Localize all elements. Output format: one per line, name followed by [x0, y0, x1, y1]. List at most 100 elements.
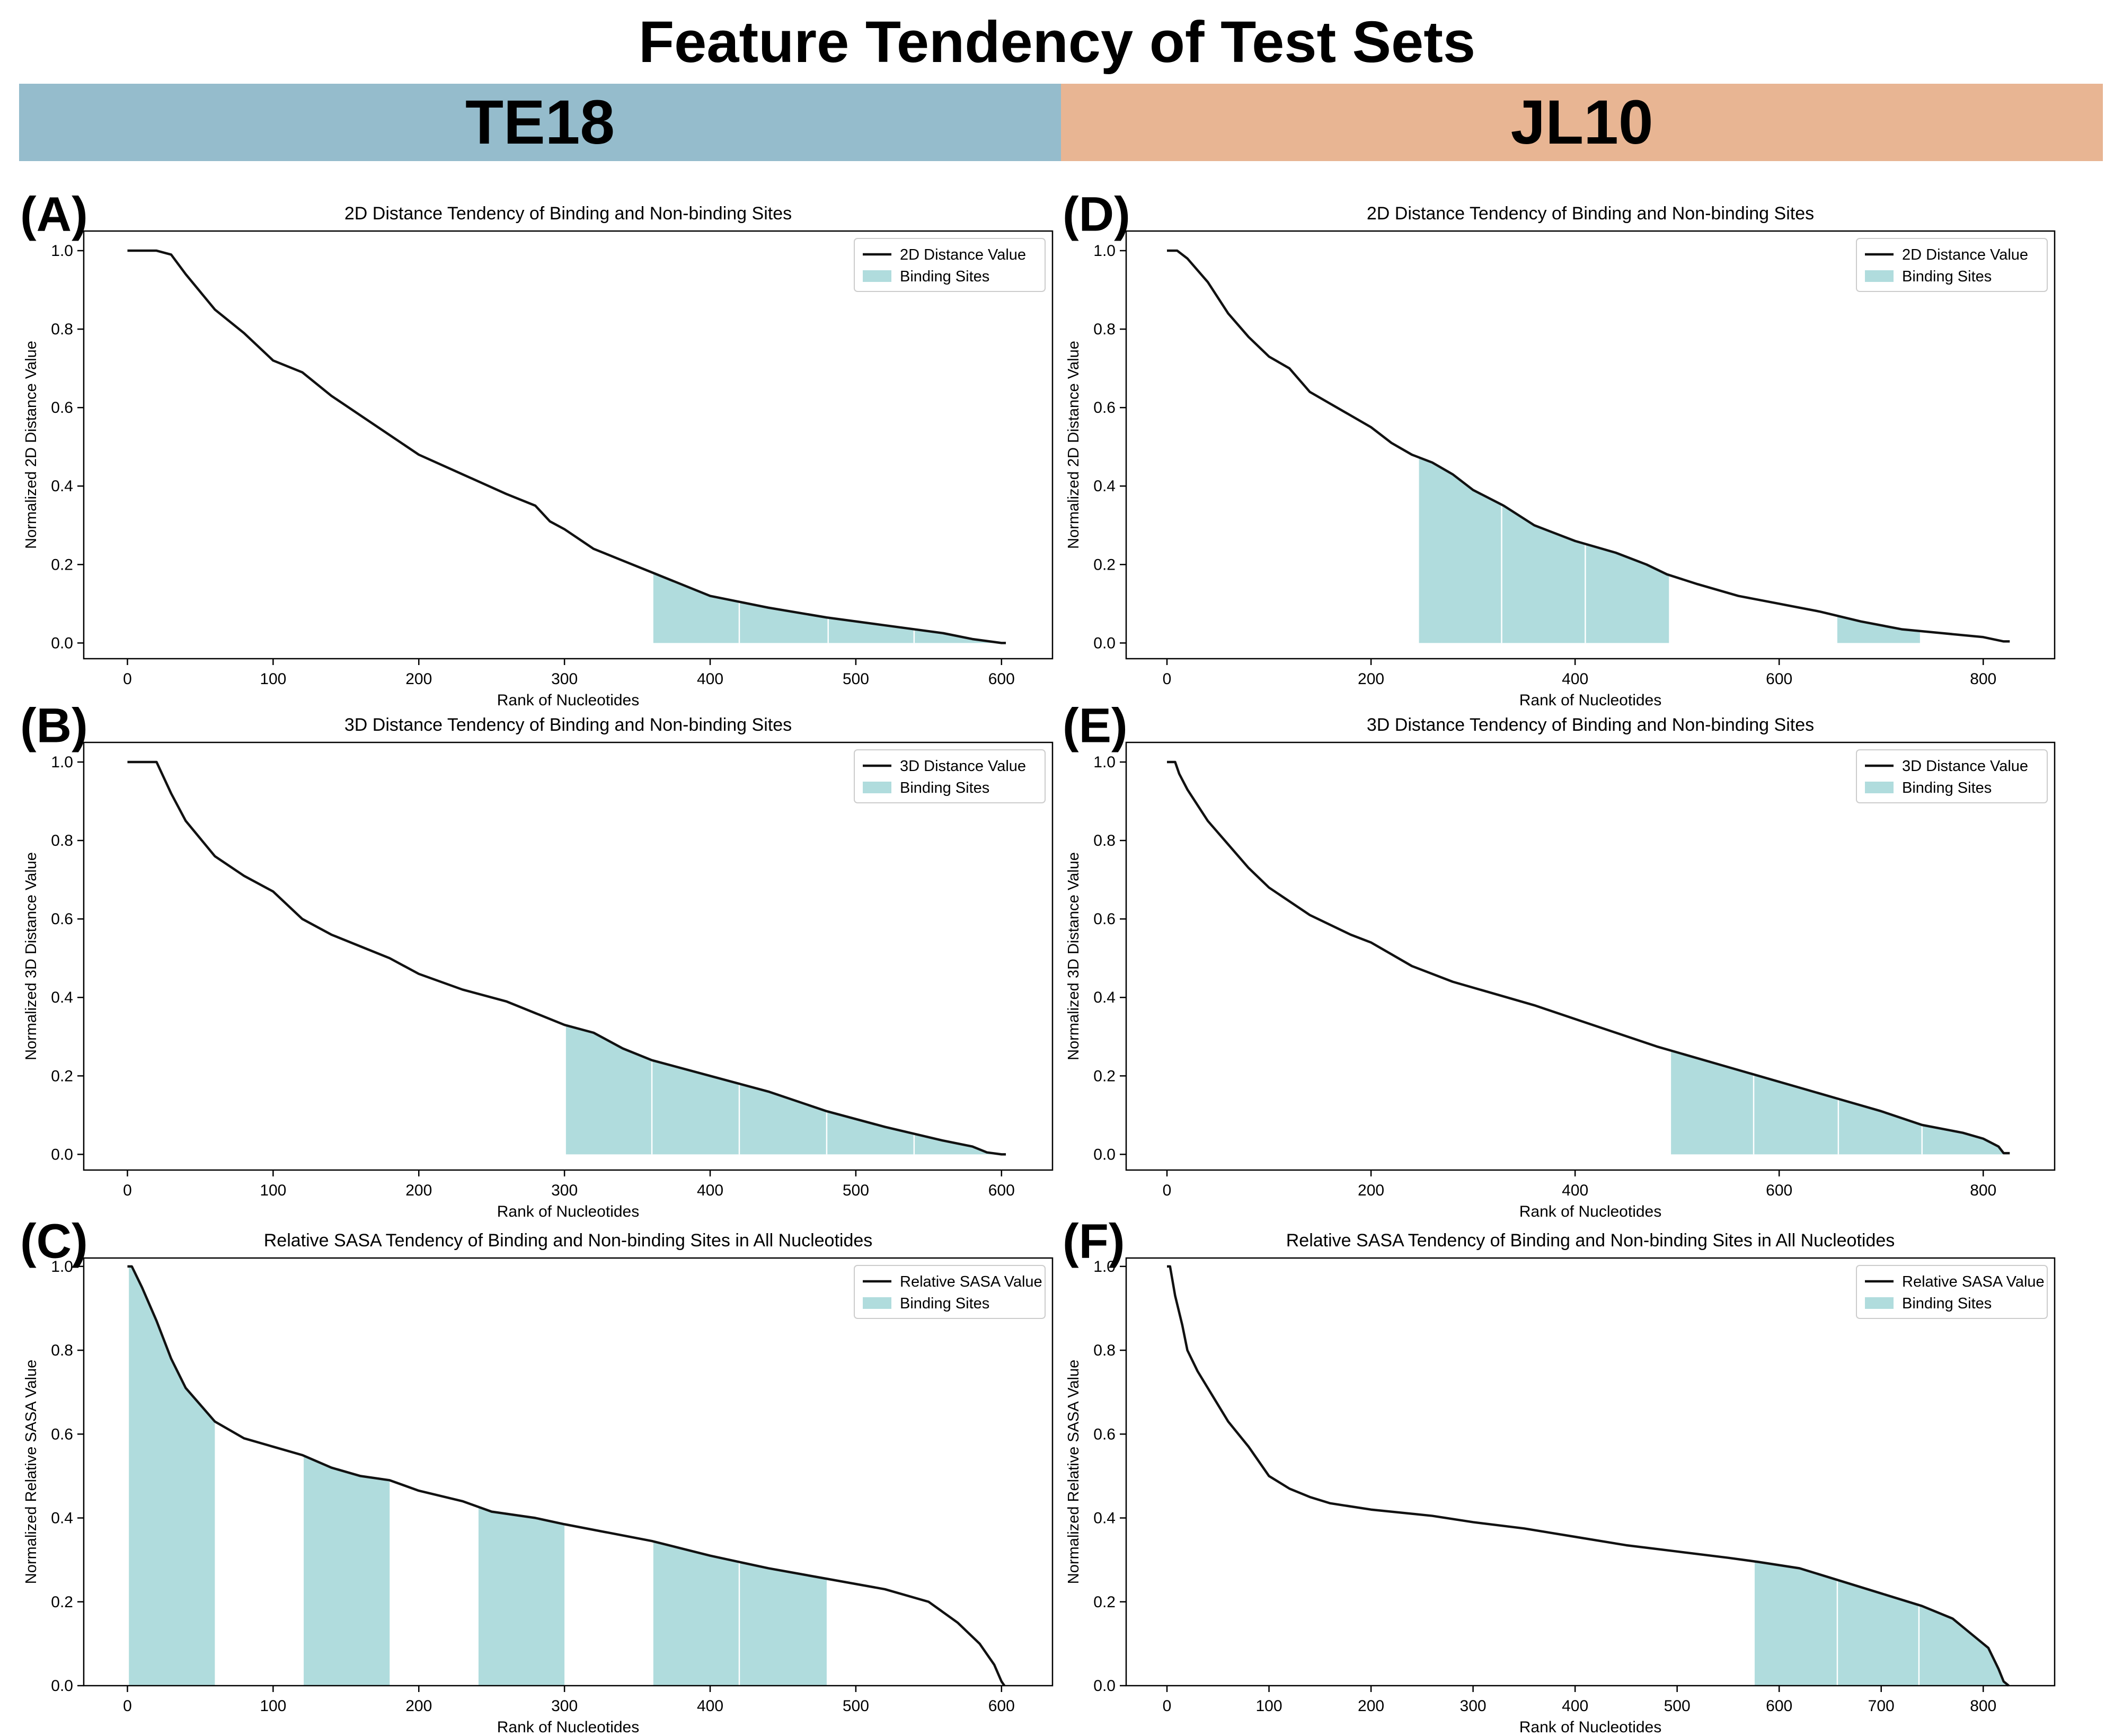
y-tick-label: 0.2: [1093, 1593, 1116, 1611]
x-tick-label: 400: [1562, 1182, 1588, 1199]
y-axis-label: Normalized Relative SASA Value: [1065, 1360, 1082, 1584]
y-tick-label: 0.6: [1093, 399, 1116, 417]
y-tick-label: 0.6: [1093, 910, 1116, 928]
legend-box: [1856, 749, 2048, 803]
y-tick-label: 0.8: [51, 832, 73, 849]
legend-box: [854, 238, 1046, 292]
y-tick-label: 0.4: [51, 1510, 73, 1527]
y-axis-label: Normalized 2D Distance Value: [23, 341, 40, 549]
binding-region: [653, 573, 1002, 643]
y-tick-label: 0.4: [1093, 989, 1116, 1006]
x-tick-label: 0: [123, 1697, 132, 1715]
x-tick-label: 300: [551, 670, 578, 688]
x-tick-label: 800: [1970, 1697, 1996, 1715]
y-axis-label: Normalized 3D Distance Value: [23, 852, 40, 1060]
x-tick-label: 400: [1562, 670, 1588, 688]
y-tick-label: 0.6: [51, 1425, 73, 1443]
x-tick-label: 400: [697, 1697, 723, 1715]
legend-entry-line: 2D Distance Value: [1902, 246, 2028, 263]
plot-frame: [83, 230, 1054, 660]
panel-d: (D) 2D Distance Tendency of Binding and N…: [1063, 187, 2056, 709]
plot-frame: [1125, 230, 2056, 660]
x-tick-label: 100: [260, 1697, 286, 1715]
jl10-band: JL10: [1061, 84, 2103, 161]
te18-band: TE18: [19, 84, 1061, 161]
y-axis-label: Normalized 2D Distance Value: [1065, 341, 1082, 549]
panel-label: (C): [20, 1214, 88, 1268]
legend-entry-binding: Binding Sites: [1902, 780, 1992, 796]
x-tick-label: 100: [1256, 1697, 1282, 1715]
panel-label: (B): [20, 698, 88, 752]
x-axis-label: Rank of Nucleotides: [1519, 692, 1661, 709]
x-axis-label: Rank of Nucleotides: [1519, 1719, 1661, 1736]
panel-label: (A): [20, 187, 88, 241]
x-tick-label: 0: [1163, 1182, 1172, 1199]
value-line: [127, 249, 1006, 644]
y-tick-label: 0.4: [51, 989, 73, 1006]
binding-region: [1671, 1050, 2009, 1155]
x-tick-label: 600: [1766, 1182, 1792, 1199]
x-axis-label: Rank of Nucleotides: [497, 1719, 639, 1736]
binding-region: [478, 1507, 565, 1686]
legend-entry-line: 3D Distance Value: [900, 758, 1026, 775]
binding-region: [1754, 1561, 2009, 1686]
x-tick-label: 400: [697, 1182, 723, 1199]
y-tick-label: 0.4: [1093, 477, 1116, 495]
value-line: [127, 760, 1006, 1156]
binding-region: [1419, 457, 1669, 643]
y-tick-label: 1.0: [51, 1258, 73, 1276]
x-tick-label: 200: [405, 1182, 432, 1199]
legend-binding-swatch: [863, 1297, 891, 1309]
x-tick-label: 600: [1766, 670, 1792, 688]
legend-entry-binding: Binding Sites: [1902, 268, 1992, 285]
y-tick-label: 0.8: [1093, 321, 1116, 338]
chart-title: 2D Distance Tendency of Binding and Non-…: [344, 203, 792, 224]
x-axis-label: Rank of Nucleotides: [497, 692, 639, 709]
x-tick-label: 400: [1562, 1697, 1588, 1715]
binding-region: [129, 1266, 215, 1686]
legend-binding-swatch: [1865, 782, 1894, 793]
y-tick-label: 0.8: [51, 321, 73, 338]
y-tick-label: 0.2: [1093, 1067, 1116, 1085]
panel-label: (E): [1063, 698, 1128, 752]
x-tick-label: 500: [1664, 1697, 1691, 1715]
y-tick-label: 1.0: [1093, 1258, 1116, 1276]
panel-b: (B) 3D Distance Tendency of Binding and N…: [20, 698, 1054, 1220]
y-tick-label: 0.0: [51, 1146, 73, 1163]
x-tick-label: 0: [123, 670, 132, 688]
panel-c: (C) Relative SASA Tendency of Binding and…: [20, 1214, 1054, 1736]
x-tick-label: 600: [988, 1697, 1015, 1715]
y-axis-label: Normalized Relative SASA Value: [23, 1360, 40, 1584]
value-line: [127, 1265, 1006, 1687]
legend-entry-binding: Binding Sites: [1902, 1295, 1992, 1312]
x-tick-label: 0: [1163, 670, 1172, 688]
x-tick-label: 200: [405, 1697, 432, 1715]
y-tick-label: 1.0: [1093, 754, 1116, 771]
chart-title: 3D Distance Tendency of Binding and Non-…: [1367, 715, 1814, 735]
legend-binding-swatch: [1865, 1297, 1894, 1309]
x-tick-label: 500: [843, 1697, 869, 1715]
y-tick-label: 0.0: [1093, 634, 1116, 652]
value-line: [1167, 760, 2010, 1155]
legend-entry-line: Relative SASA Value: [900, 1273, 1042, 1290]
legend-box: [1856, 1265, 2048, 1319]
y-tick-label: 0.8: [51, 1342, 73, 1359]
x-tick-label: 600: [988, 670, 1015, 688]
x-tick-label: 200: [405, 670, 432, 688]
y-tick-label: 1.0: [51, 754, 73, 771]
legend-box: [854, 1265, 1046, 1319]
panel-f: (F) Relative SASA Tendency of Binding and…: [1063, 1214, 2056, 1736]
x-axis-label: Rank of Nucleotides: [497, 1203, 639, 1220]
binding-region: [304, 1456, 390, 1686]
figure-title: Feature Tendency of Test Sets: [638, 10, 1476, 75]
value-line: [1167, 1265, 2010, 1687]
binding-region: [653, 1541, 827, 1686]
panel-a: (A) 2D Distance Tendency of Binding and N…: [20, 187, 1054, 709]
y-tick-label: 0.4: [1093, 1510, 1116, 1527]
binding-region: [1837, 616, 1920, 643]
legend-binding-swatch: [1865, 270, 1894, 282]
chart-title: 3D Distance Tendency of Binding and Non-…: [344, 715, 792, 735]
y-tick-label: 0.6: [1093, 1425, 1116, 1443]
x-tick-label: 500: [843, 1182, 869, 1199]
